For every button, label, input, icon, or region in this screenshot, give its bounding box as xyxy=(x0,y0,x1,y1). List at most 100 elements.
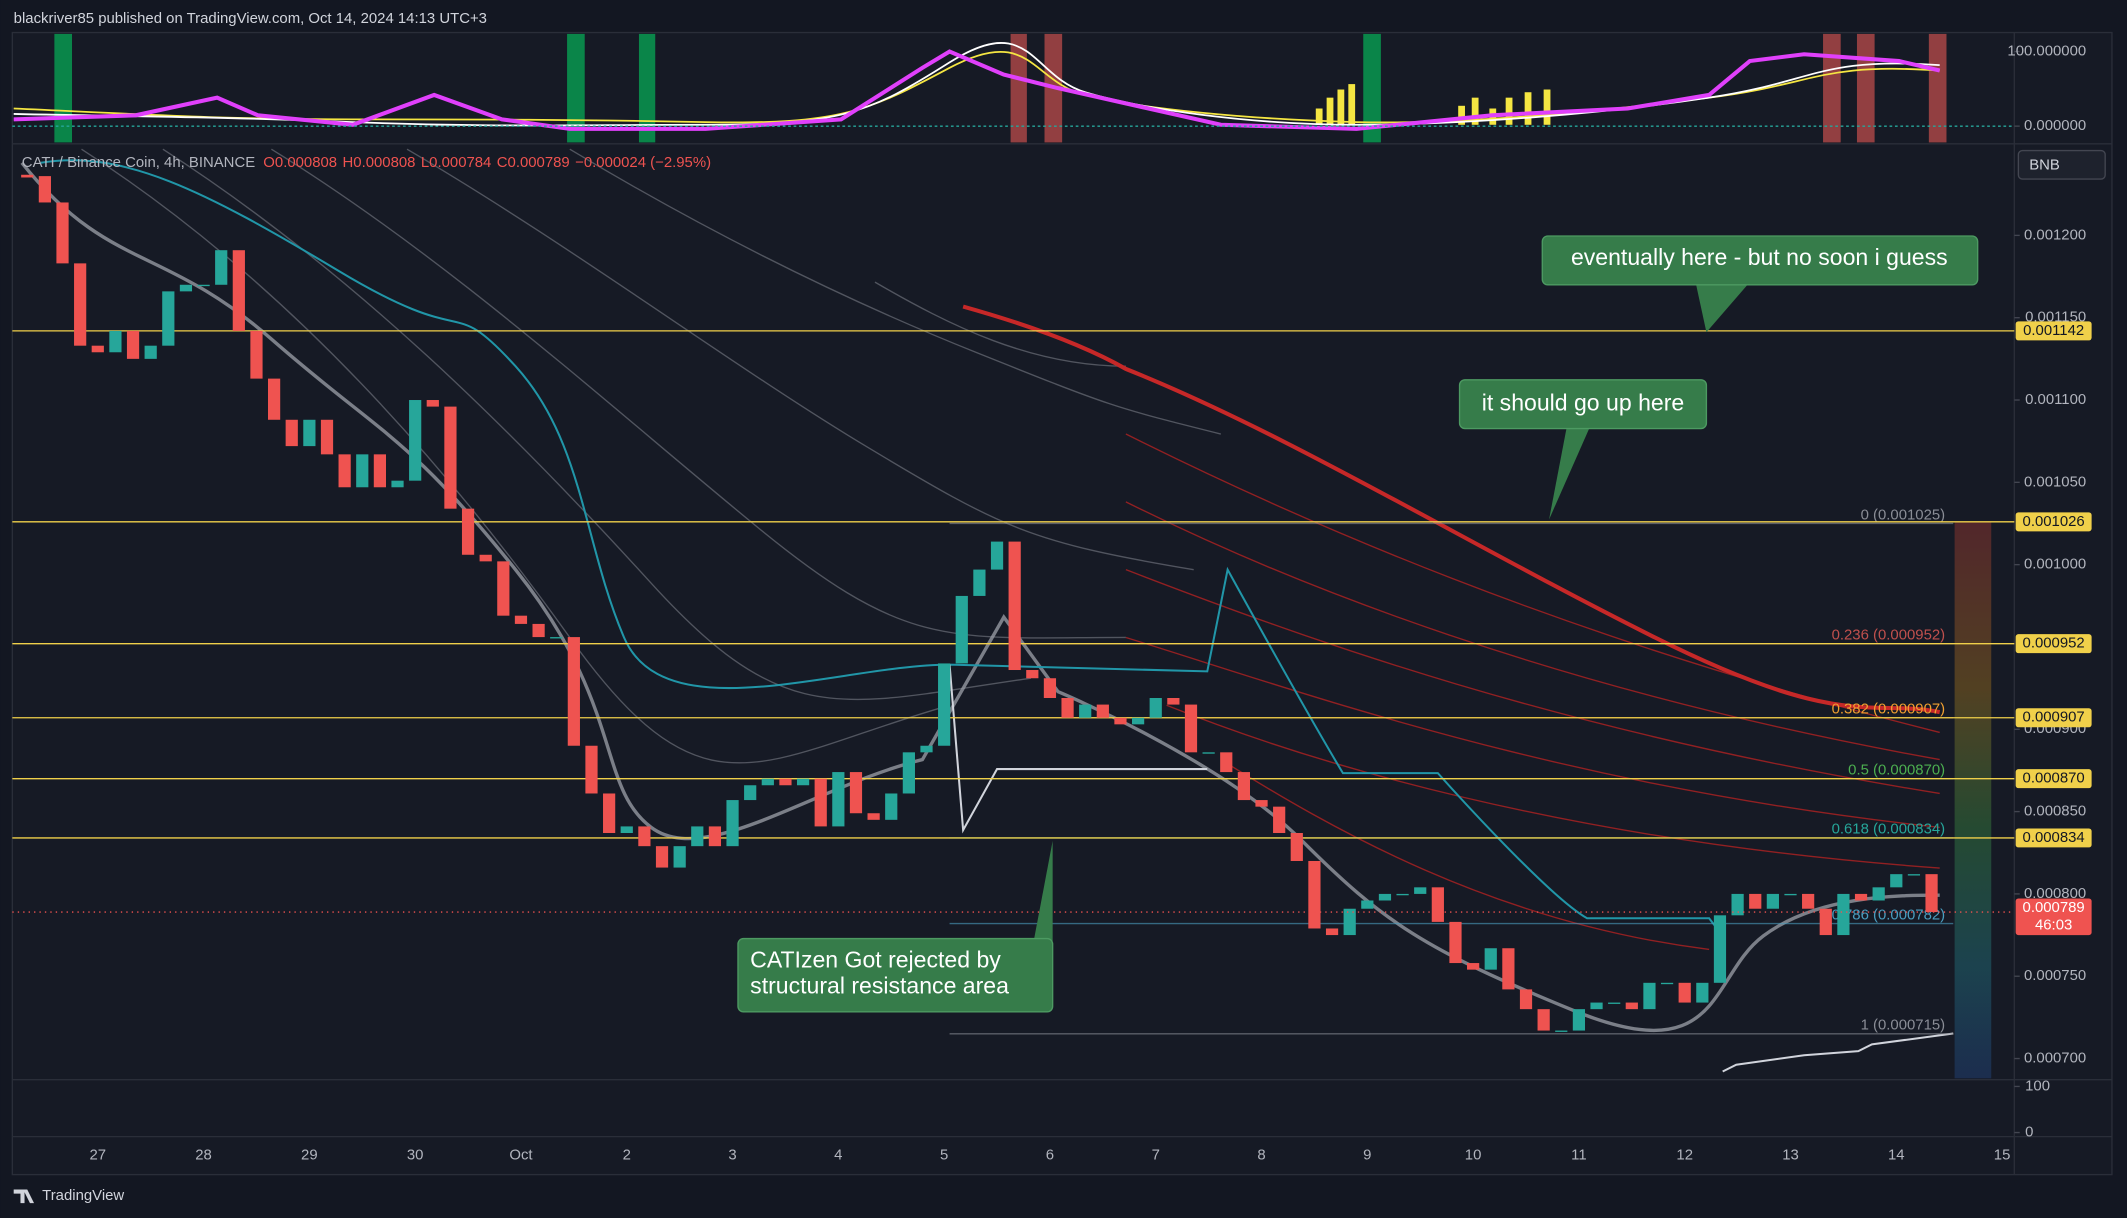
callout-box xyxy=(1541,235,1979,286)
bear-zone xyxy=(1010,33,1027,143)
y-tick-label: 0.001050 xyxy=(2024,474,2086,490)
callout-text: it should go up here xyxy=(1482,389,1684,415)
y-tick-label: 0.000750 xyxy=(2024,968,2086,984)
candle-body xyxy=(973,569,986,596)
candle-body xyxy=(532,623,545,638)
x-tick-label: 27 xyxy=(89,1148,106,1164)
level-label-box xyxy=(2015,769,2092,789)
candle-body xyxy=(444,406,457,509)
candle-body xyxy=(197,284,210,287)
chart-frame xyxy=(11,31,2113,1176)
support-line xyxy=(1722,1032,1954,1073)
symbol: CATI / Binance Coin, 4h, BINANCE xyxy=(22,155,255,171)
last-price-label: 0.000789 xyxy=(2023,900,2085,916)
y-tick-label: 0.001200 xyxy=(2024,227,2086,243)
candle-body xyxy=(1378,893,1392,901)
ohlc-low: L0.000784 xyxy=(421,155,491,171)
osc-bar xyxy=(1348,84,1356,125)
fib-label: 0.382 (0.000907) xyxy=(1832,702,1946,718)
ma-line xyxy=(874,281,1126,367)
candle-body xyxy=(497,561,510,616)
candle-body xyxy=(373,454,387,488)
ma-line xyxy=(1220,758,1710,951)
candle-body xyxy=(38,176,51,203)
osc-bar xyxy=(1337,89,1345,125)
bear-zone xyxy=(1856,33,1875,143)
countdown: 46:03 xyxy=(2035,918,2072,934)
publisher: blackriver85 published on TradingView.co… xyxy=(14,11,487,27)
bull-zone xyxy=(567,33,585,143)
candle-body xyxy=(673,846,686,868)
x-tick-label: 12 xyxy=(1676,1148,1693,1164)
candle-body xyxy=(849,772,863,814)
candle-body xyxy=(1361,900,1374,909)
x-tick-label: 11 xyxy=(1571,1148,1586,1164)
currency-box[interactable] xyxy=(2017,149,2106,180)
candle-body xyxy=(990,541,1004,570)
callout-text: CATIzen Got rejected by xyxy=(750,947,1001,973)
candle-body xyxy=(1555,1030,1568,1032)
candle-body xyxy=(179,284,193,292)
candle-body xyxy=(1890,874,1903,888)
callout-text: structural resistance area xyxy=(750,973,1009,999)
candle-body xyxy=(955,595,968,664)
x-tick-label: 28 xyxy=(195,1148,212,1164)
ma-line xyxy=(1125,501,1940,761)
bear-zone xyxy=(1928,33,1947,143)
y-tick-label: 0.001000 xyxy=(2024,557,2086,573)
callout-box xyxy=(737,937,1054,1013)
candle-body xyxy=(814,778,827,827)
candle-body xyxy=(744,785,757,801)
x-tick-label: 10 xyxy=(1465,1148,1482,1164)
rsi-line xyxy=(13,49,1941,131)
level-label: 0.001142 xyxy=(2023,323,2084,339)
level-label-box xyxy=(2015,512,2092,532)
footer-brand: TradingView xyxy=(42,1188,124,1204)
x-tick-label: 14 xyxy=(1888,1148,1905,1164)
logo xyxy=(13,1189,35,1204)
x-tick-label: 2 xyxy=(623,1148,631,1164)
callout: eventually here - but no soon i guess xyxy=(1541,235,1979,333)
candle-body xyxy=(550,637,563,639)
candle-body xyxy=(1766,893,1779,909)
candle-body xyxy=(1872,887,1885,901)
y-tick-label: 0.000700 xyxy=(2024,1050,2086,1066)
candle-body xyxy=(1026,670,1039,679)
currency[interactable]: BNB xyxy=(2029,157,2060,173)
candle-body xyxy=(1608,1002,1621,1004)
osc-bar xyxy=(1471,97,1479,125)
bull-zone xyxy=(1363,33,1381,143)
candle-body xyxy=(320,419,334,455)
level-label-box xyxy=(2015,708,2092,728)
ohlc-change: −0.000024 (−2.95%) xyxy=(575,155,711,171)
volume-tick-label: 0 xyxy=(2025,1124,2033,1140)
ma-line xyxy=(1125,636,1940,829)
candle-body xyxy=(461,508,475,555)
fib-zone xyxy=(1954,522,1992,1079)
x-tick-label: 13 xyxy=(1782,1148,1799,1164)
candle-body xyxy=(1625,1002,1638,1010)
candle-body xyxy=(1467,963,1480,970)
candle-body xyxy=(567,637,580,746)
candle-body xyxy=(1802,893,1815,909)
candle-body xyxy=(1837,893,1850,936)
candle-body xyxy=(1255,800,1268,807)
candle-body xyxy=(74,263,87,346)
candle-body xyxy=(920,745,933,753)
candle-body xyxy=(1167,697,1180,705)
candle-body xyxy=(1519,989,1533,1010)
candle-body xyxy=(691,826,704,847)
candle-body xyxy=(902,752,915,794)
candle-body xyxy=(585,745,598,794)
candle-body xyxy=(1043,678,1057,698)
legend: CATI / Binance Coin, 4h, BINANCE O0.00080… xyxy=(22,155,711,171)
x-tick-label: 29 xyxy=(301,1148,318,1164)
candle-body xyxy=(1925,874,1938,913)
x-tick-label: 5 xyxy=(940,1148,948,1164)
x-tick-label: 7 xyxy=(1152,1148,1160,1164)
candle-body xyxy=(1343,908,1356,936)
ma-line xyxy=(1125,569,1940,795)
callout: it should go up here xyxy=(1458,379,1708,520)
ma-line xyxy=(271,148,1126,639)
bear-zone xyxy=(1823,33,1841,143)
